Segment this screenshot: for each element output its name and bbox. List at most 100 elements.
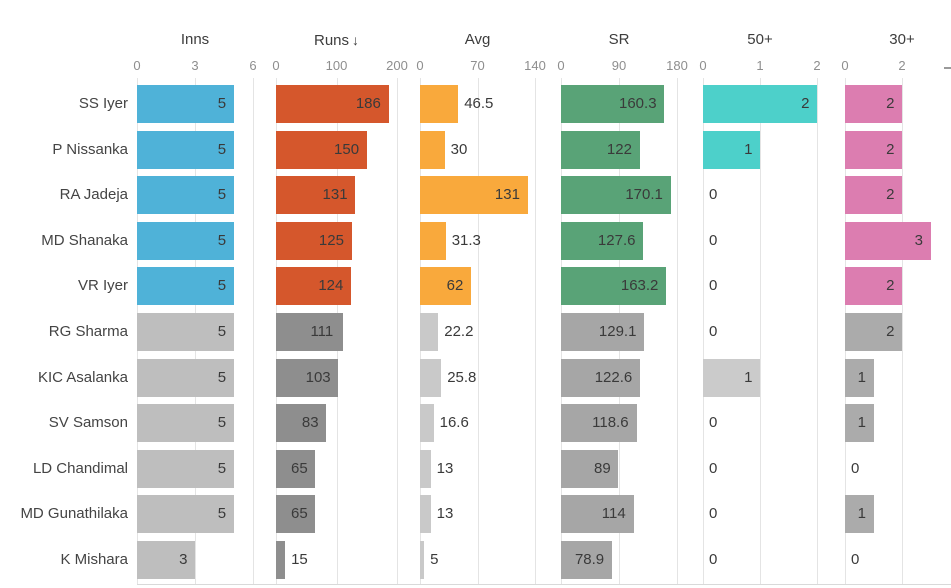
- bar-value-label: 89: [594, 459, 611, 477]
- stat-bar-inns: [137, 404, 234, 443]
- gridline: [760, 78, 761, 584]
- axis-tick-label: 180: [666, 58, 688, 73]
- player-label-k-mishara: K Mishara: [60, 551, 128, 568]
- axis-tick-label: 100: [325, 58, 348, 73]
- bar-value-label: 16.6: [439, 414, 469, 432]
- bar-value-label: 0: [709, 414, 718, 432]
- stat-bar-avg: [420, 358, 442, 397]
- gridline: [817, 78, 818, 584]
- gridline: [677, 78, 678, 584]
- bar-value-label: 2: [886, 95, 895, 112]
- column-header-fifty-plus[interactable]: 50+: [747, 31, 772, 49]
- column-header-sr[interactable]: SR: [609, 31, 630, 49]
- stat-bar-sr: [561, 130, 640, 169]
- column-header-thirty-plus[interactable]: 30+: [889, 31, 914, 49]
- column-header-label: 50+: [747, 31, 773, 48]
- bar-value-label: 122.6: [594, 368, 633, 386]
- bar-value-label: 3: [914, 231, 923, 249]
- stat-bar-inns: [137, 267, 234, 306]
- stat-bar-inns: [137, 541, 195, 579]
- bar-value-label: 15: [291, 551, 308, 568]
- bar-value-label: 0: [709, 323, 718, 340]
- stat-bar-runs: [276, 449, 316, 488]
- bar-value-label: 129.1: [598, 323, 637, 340]
- stat-bar-inns: [137, 130, 234, 169]
- bar-value-label: 0: [709, 231, 718, 249]
- stat-bar-thirty-plus: [845, 267, 902, 306]
- bar-value-label: 111: [310, 323, 334, 340]
- column-header-label: Inns: [180, 31, 210, 48]
- stat-bar-fifty-plus: [703, 130, 760, 169]
- axis-tick-label: 0: [557, 58, 565, 73]
- bar-value-label: 114: [601, 505, 626, 523]
- stat-bar-thirty-plus: [845, 85, 902, 123]
- stat-bar-runs: [276, 358, 339, 397]
- stat-bar-runs: [276, 85, 389, 123]
- gridline: [397, 78, 398, 584]
- column-header-label: SR: [608, 31, 630, 48]
- bar-value-label: 5: [430, 551, 439, 568]
- stat-bar-sr: [561, 267, 667, 306]
- gridline: [535, 78, 536, 584]
- stat-bar-sr: [561, 313, 645, 351]
- stat-bar-sr: [561, 221, 644, 260]
- bar-value-label: 5: [217, 231, 227, 249]
- stat-bar-inns: [137, 85, 234, 123]
- axis-tick-label: 2: [813, 58, 821, 73]
- gridline: [703, 78, 704, 584]
- bar-value-label: 0: [851, 551, 860, 568]
- sort-desc-icon: ↓: [352, 32, 360, 48]
- bar-value-label: 103: [305, 368, 331, 386]
- player-label-ra-jadeja: RA Jadeja: [59, 186, 128, 204]
- column-header-runs[interactable]: Runs ↓: [314, 31, 359, 49]
- player-label-kic-asalanka: KIC Asalanka: [37, 368, 128, 386]
- gridline: [477, 78, 479, 584]
- column-header-avg[interactable]: Avg: [465, 31, 491, 49]
- bar-value-label: 5: [217, 414, 227, 432]
- bar-value-label: 13: [436, 505, 454, 523]
- stat-bar-sr: [561, 85, 665, 123]
- stat-bar-inns: [137, 358, 234, 397]
- stat-bar-thirty-plus: [845, 404, 874, 443]
- bar-value-label: 3: [179, 551, 188, 568]
- axis-tick-label: 200: [386, 58, 408, 73]
- bar-value-label: 131: [494, 186, 520, 204]
- player-label-ld-chandimal: LD Chandimal: [32, 459, 128, 477]
- stat-bar-sr: [561, 495, 635, 534]
- bar-value-label: 1: [857, 368, 866, 386]
- stat-bar-runs: [276, 541, 286, 579]
- stat-bar-inns: [137, 176, 234, 215]
- axis-tick-label: 3: [191, 58, 199, 73]
- stat-bar-sr: [561, 358, 640, 397]
- axis-tick-label: 2: [898, 58, 906, 73]
- axis-tick-label: 1: [756, 58, 764, 73]
- bar-value-label: 83: [301, 414, 319, 432]
- bar-value-label: 163.2: [620, 277, 659, 295]
- bar-value-label: 31.3: [451, 231, 481, 249]
- bar-value-label: 5: [217, 323, 227, 340]
- axis-tick-label: 0: [133, 58, 141, 73]
- stat-bar-avg: [420, 313, 439, 351]
- bar-value-label: 25.8: [447, 368, 477, 386]
- bar-value-label: 1: [744, 368, 753, 386]
- bar-value-label: 124: [318, 277, 344, 295]
- bar-value-label: 2: [886, 140, 895, 158]
- stat-bar-runs: [276, 130, 367, 169]
- bar-value-label: 1: [857, 505, 866, 523]
- stat-bar-fifty-plus: [703, 85, 817, 123]
- axis-tick-label: 140: [524, 58, 546, 73]
- column-header-inns[interactable]: Inns: [181, 31, 209, 49]
- stat-bar-avg: [420, 85, 459, 123]
- bar-value-label: 0: [709, 459, 718, 477]
- gridline: [253, 78, 254, 584]
- bar-value-label: 5: [217, 95, 227, 112]
- bar-value-label: 131: [322, 186, 348, 204]
- stat-bar-thirty-plus: [845, 176, 902, 215]
- bar-value-label: 5: [217, 459, 227, 477]
- axis-baseline: [137, 584, 951, 585]
- bar-value-label: 2: [886, 186, 895, 204]
- bar-value-label: 0: [709, 277, 718, 295]
- bar-value-label: 13: [436, 459, 454, 477]
- stat-bar-sr: [561, 404, 638, 443]
- bar-value-label: 0: [709, 551, 718, 568]
